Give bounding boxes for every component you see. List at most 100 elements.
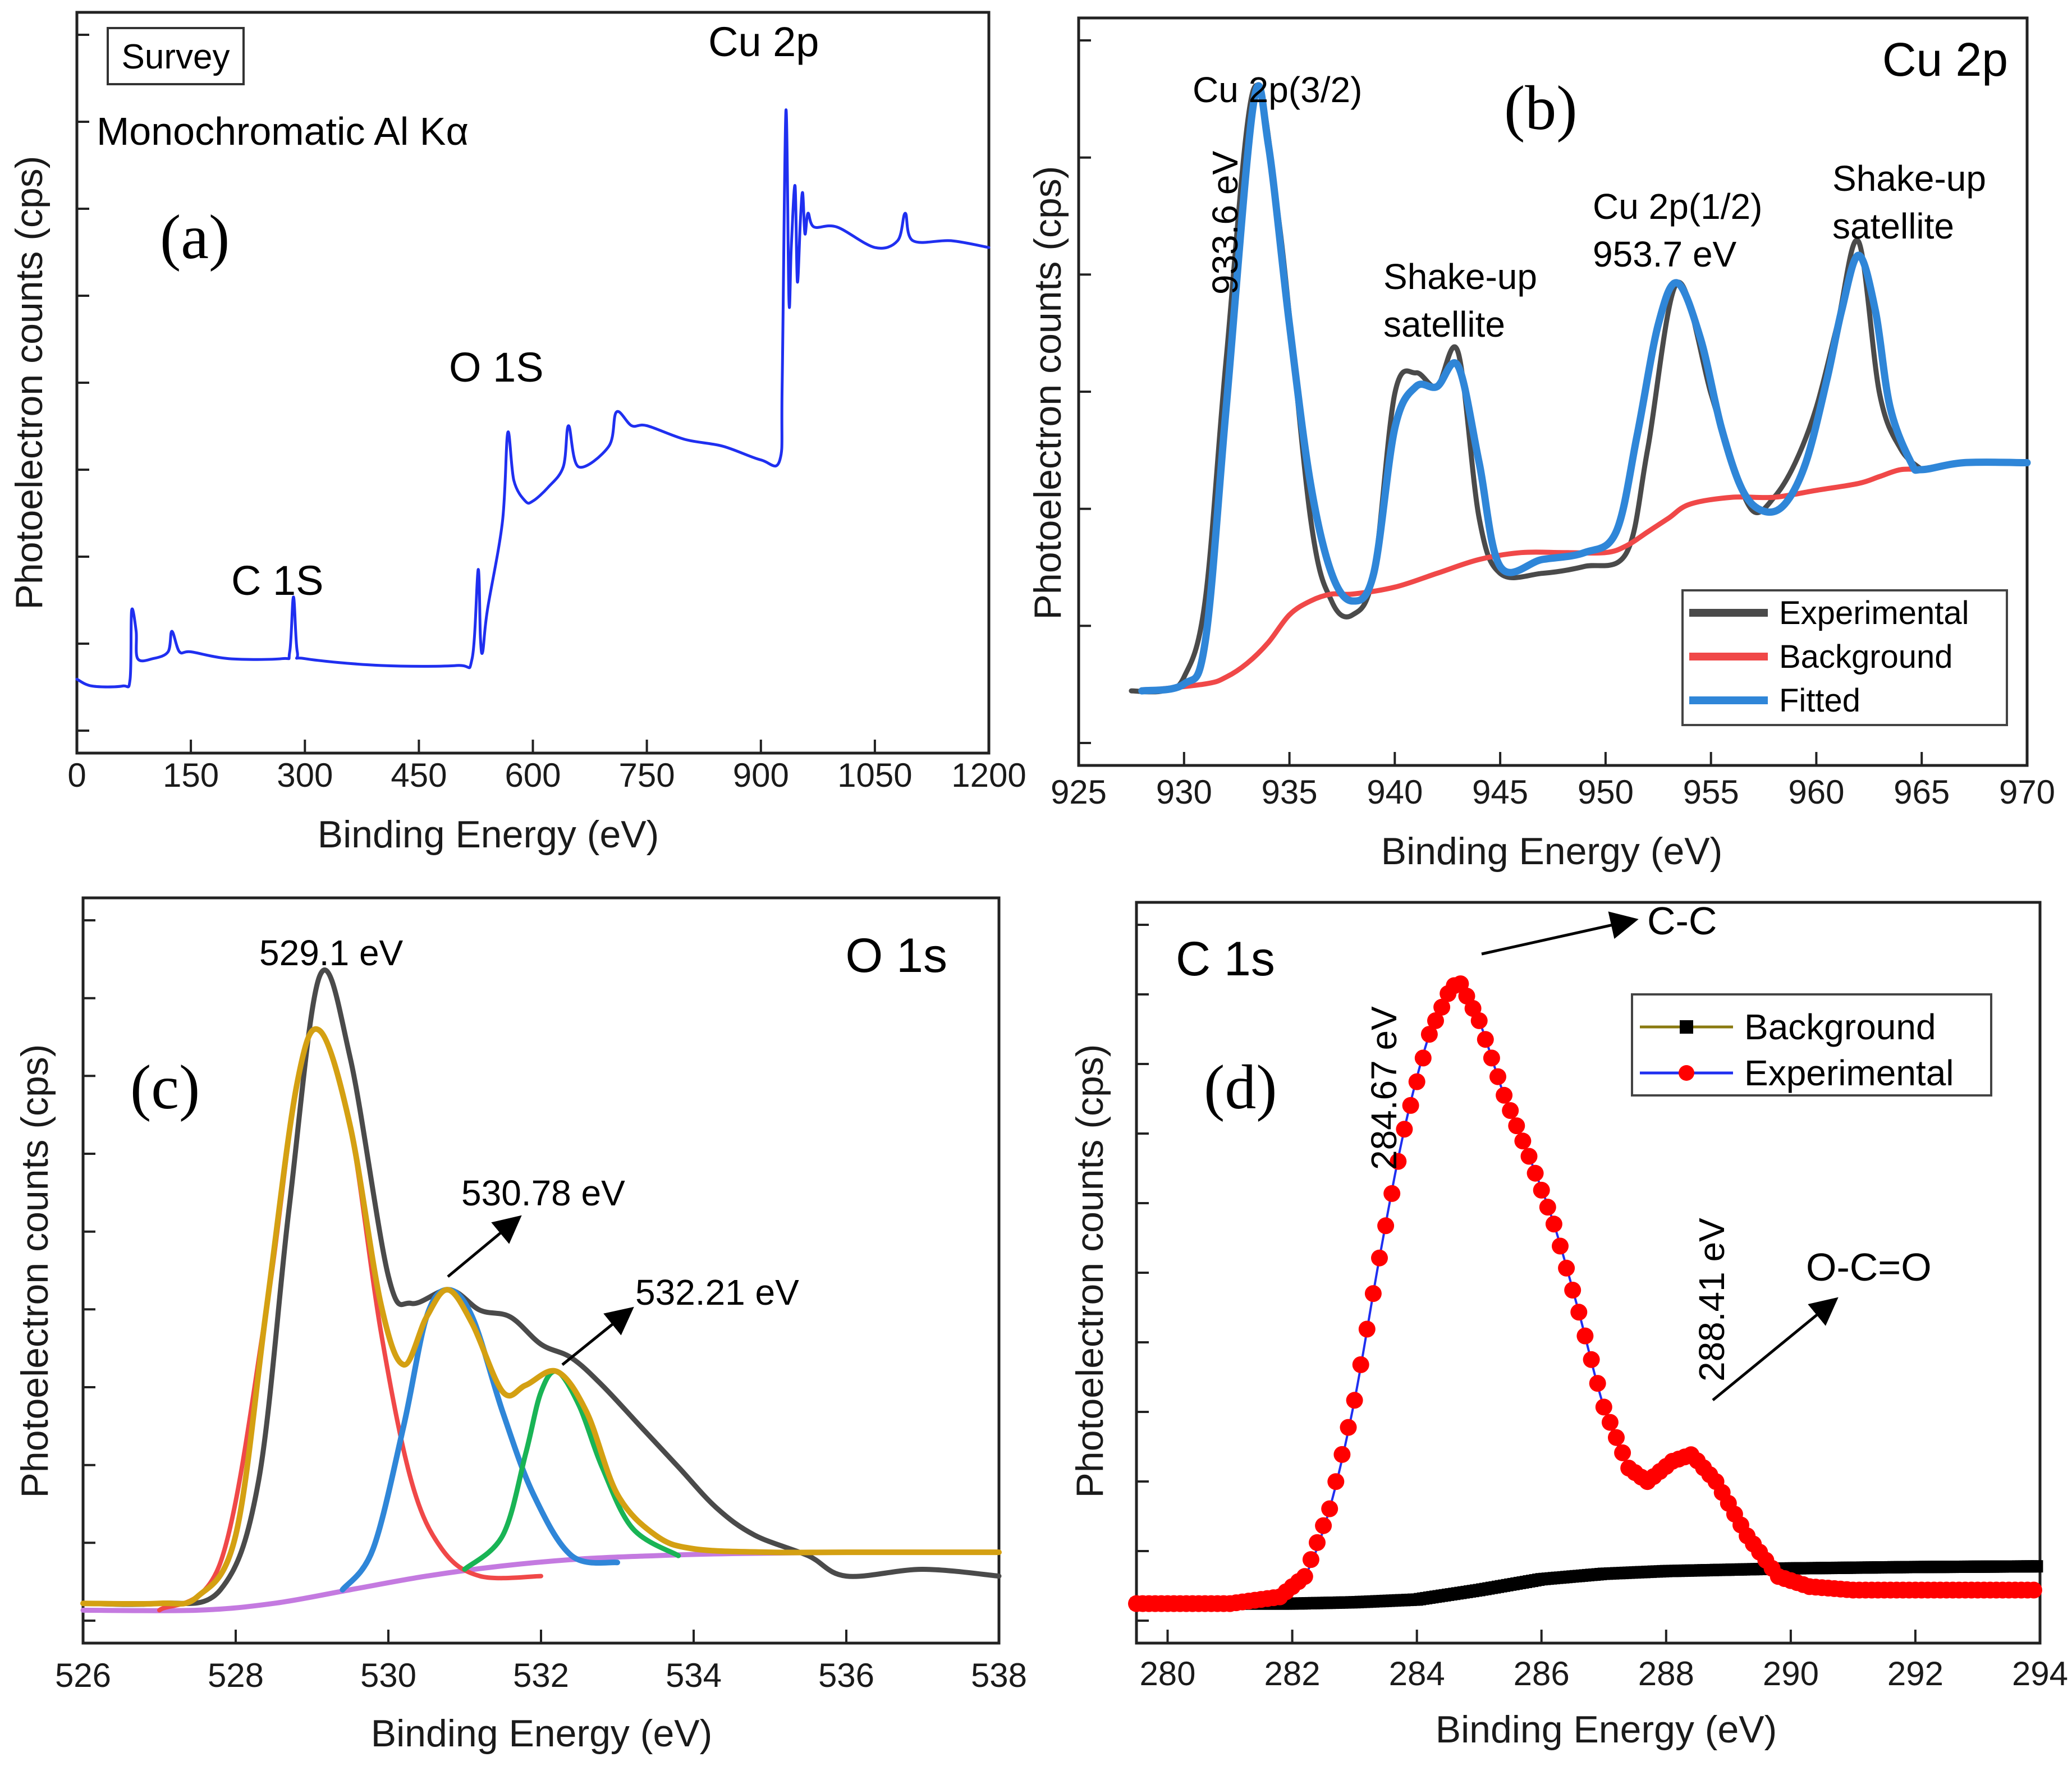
c1s-experimental-point [1539,1199,1556,1216]
c1s-experimental-point [1545,1215,1562,1233]
c1s-experimental-point [1576,1327,1594,1345]
panel-a-x-tick-label: 450 [391,756,447,794]
panel-b: 925 930 935 940 945 950 955 960 965 970 Cu 2p (b)… [1026,16,2055,873]
panel-b-letter: (b) [1504,74,1578,143]
c1s-experimental-point [1583,1351,1600,1368]
panel-a: 0 150 300 450 600 750 900 1050 1200 Survey Monoc… [8,11,1026,856]
c1s-experimental-point [1346,1392,1363,1409]
cu2p12-label: Cu 2p(1/2) [1593,186,1762,227]
c1s-experimental-point [1309,1534,1326,1551]
panel-c-x-tick-label: 528 [208,1657,264,1694]
panel-a-x-axis-label: Binding Energy (eV) [318,813,659,856]
c1s-experimental-point [1496,1086,1513,1104]
legend-fitted-label: Fitted [1779,682,1860,719]
panel-d-y-ticks [1136,924,1149,1622]
panel-b-x-ticks: 925 930 935 940 945 950 955 960 965 970 [1051,752,2055,811]
panel-d-x-axis-label: Binding Energy (eV) [1436,1708,1777,1751]
panel-a-letter: (a) [160,203,230,272]
c1s-experimental-point [1477,1031,1494,1048]
panel-d-title: C 1s [1176,932,1275,986]
legend-c1s-background-marker [1680,1020,1693,1034]
panel-c-plot-area [80,967,1002,1613]
panel-d-x-tick-label: 292 [1887,1655,1943,1692]
c1s-experimental-point [1502,1102,1519,1119]
panel-b-y-axis-label: Photoelectron counts (cps) [1026,166,1069,620]
cu2p32-energy: 933.6 eV [1205,150,1245,295]
panel-c-x-axis-label: Binding Energy (eV) [371,1712,713,1755]
c1s-experimental-point [1589,1375,1606,1392]
panel-c-y-ticks [83,919,95,1622]
panel-c-series-envelope [80,1026,1002,1607]
c1s-experimental-point [1564,1282,1581,1299]
c1s-experimental-point [1364,1285,1382,1302]
c1s-experimental-point [1595,1398,1612,1416]
panel-b-x-tick-label: 970 [1999,773,2055,811]
panel-d: 280 282 284 286 288 290 292 294 C 1s (d) C-C 28… [1069,899,2068,1751]
panel-b-x-tick-label: 950 [1578,773,1634,811]
panel-a-x-tick-label: 1200 [951,756,1026,794]
panel-b-series-background [1139,466,1924,694]
panel-b-x-tick-label: 925 [1051,773,1107,811]
panel-c-plot-frame [81,896,1001,1645]
c1s-288-energy: 288.41 eV [1691,1218,1732,1382]
c1s-experimental-point [1327,1473,1345,1490]
o1s-532-arrow [561,1306,634,1366]
panel-a-x-tick-label: 300 [277,756,333,794]
c1s-experimental-point [1533,1181,1550,1199]
shakeup1-line1: Shake-up [1383,256,1537,297]
c1s-experimental-point [1520,1148,1538,1165]
panel-d-x-tick-label: 290 [1763,1655,1819,1692]
panel-d-x-tick-label: 294 [2012,1655,2068,1692]
cu2p-peak-label: Cu 2p [708,19,819,65]
panel-d-x-ticks: 280 282 284 286 288 290 292 294 [1139,1630,2068,1692]
panel-d-y-axis-label: Photoelectron counts (cps) [1069,1044,1111,1498]
o1s-532-label: 532.21 eV [635,1272,799,1313]
panel-c-x-tick-label: 534 [666,1657,722,1694]
c1s-experimental-point [1489,1068,1506,1085]
panel-d-x-tick-label: 282 [1264,1655,1321,1692]
c1s-experimental-point [1558,1259,1575,1277]
panel-b-x-tick-label: 955 [1683,773,1739,811]
panel-a-y-axis-label: Photoelectron counts (cps) [8,156,51,610]
cu2p32-label: Cu 2p(3/2) [1193,70,1362,110]
panel-d-plot-area [1128,975,2043,1612]
c1s-experimental-point [1414,1049,1432,1067]
c1s-experimental-point [1514,1132,1532,1150]
c1s-experimental-point [1614,1444,1631,1461]
ocO-arrow [1712,1297,1839,1401]
c1s-experimental-point [1371,1249,1388,1267]
c1s-experimental-point [1470,1012,1488,1029]
c1s-experimental-point [1383,1185,1401,1202]
panel-c-x-tick-label: 526 [55,1657,111,1694]
cc-label: C-C [1647,899,1717,943]
ocO-label: O-C=O [1806,1245,1932,1289]
panel-b-legend: Experimental Background Fitted [1681,589,2008,726]
legend-c1s-experimental-label: Experimental [1744,1053,1954,1093]
c1s-experimental-point [1433,998,1451,1016]
c1s-experimental-point [1390,1153,1407,1170]
panel-b-x-tick-label: 935 [1262,773,1318,811]
c1s-experimental-point [1340,1419,1357,1436]
panel-a-y-ticks [77,34,89,732]
shakeup2-line2: satellite [1832,206,1954,246]
legend-experimental-label: Experimental [1779,595,1969,631]
c1s-experimental-point [1570,1304,1588,1321]
c1s-experimental-point [1402,1097,1419,1114]
o1s-530-arrow [447,1215,522,1278]
panel-b-x-axis-label: Binding Energy (eV) [1381,830,1723,873]
c1s-experimental-point [1321,1500,1338,1517]
c1s-experimental-point [1483,1049,1500,1067]
panel-d-letter: (d) [1204,1053,1277,1122]
c1s-experimental-point [1408,1073,1425,1090]
c1s-experimental-point [1508,1117,1525,1135]
c1s-experimental-point [1377,1217,1395,1235]
c1s-experimental-point [1427,1012,1444,1029]
panel-d-x-tick-label: 286 [1514,1655,1570,1692]
c1s-experimental-point [1333,1446,1351,1463]
panel-c-x-tick-label: 530 [360,1657,416,1694]
legend-c1s-experimental-marker [1679,1065,1694,1081]
panel-c: 526 528 530 532 534 536 538 O 1s (c) 529.1 eV … [13,896,1027,1755]
c1s-experimental-point [1296,1568,1313,1585]
c1s-experimental-point [1315,1517,1332,1534]
